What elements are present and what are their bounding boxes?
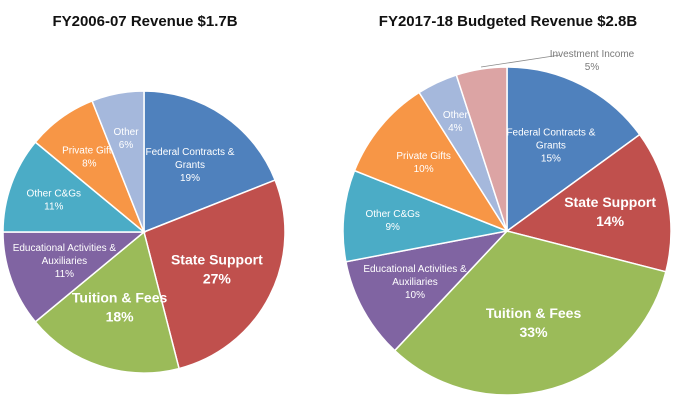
- slice-label-tuition-and-fees: Tuition & Fees 33%: [486, 305, 582, 340]
- pie-fy2006: Federal Contracts & Grants 19% State Suppor…: [2, 90, 286, 374]
- slice-label-federal-contracts-and-grants: Federal Contracts & Grants 19%: [146, 147, 235, 184]
- pie-slice-other-candgs: [342, 169, 510, 263]
- slice-label-other: Other 6%: [114, 127, 140, 151]
- slice-label-private-gifts: Private Gifts 10%: [396, 151, 450, 175]
- pie-slice-federal-contracts-and-grants: [143, 90, 277, 234]
- pie-slice-other-candgs: [2, 141, 147, 233]
- slice-label-other: Other 4%: [443, 110, 469, 134]
- pie-slice-tuition-and-fees: [393, 230, 667, 396]
- slice-label-educational-activities-and-auxiliaries: Educational Activities & Auxiliaries 11%: [13, 243, 117, 280]
- pie-slice-federal-contracts-and-grants: [506, 66, 641, 233]
- chart-title-fy2017: FY2017-18 Budgeted Revenue $2.8B: [379, 13, 638, 30]
- slice-label-educational-activities-and-auxiliaries: Educational Activities & Auxiliaries 10%: [363, 264, 467, 301]
- slice-label-investment-income: Investment Income 5%: [550, 49, 635, 73]
- pie-slice-private-gifts: [353, 91, 509, 233]
- pie-slice-tuition-and-fees: [34, 230, 180, 374]
- slice-label-other-candgs: Other C&Gs 9%: [365, 209, 419, 233]
- pie-slice-educational-activities-and-auxiliaries: [345, 229, 510, 352]
- pie-slice-state-support: [143, 179, 286, 370]
- pie-slice-state-support: [505, 133, 672, 273]
- pie-fy2017: Federal Contracts & Grants 15% State Suppor…: [342, 49, 672, 396]
- slice-label-federal-contracts-and-grants: Federal Contracts & Grants 15%: [506, 127, 595, 164]
- pie-slice-investment-income: [455, 66, 508, 232]
- slice-label-state-support: State Support 14%: [564, 194, 656, 229]
- chart-title-fy2006: FY2006-07 Revenue $1.7B: [52, 13, 237, 30]
- slice-label-tuition-and-fees: Tuition & Fees 18%: [72, 290, 168, 325]
- slice-label-private-gifts: Private Gifts 8%: [62, 146, 116, 170]
- callout-line-investment-income: [480, 54, 561, 68]
- slice-label-state-support: State Support 27%: [171, 252, 263, 287]
- pie-slice-other: [91, 90, 145, 233]
- slice-label-other-candgs: Other C&Gs 11%: [27, 189, 81, 213]
- pie-slice-educational-activities-and-auxiliaries: [2, 231, 147, 323]
